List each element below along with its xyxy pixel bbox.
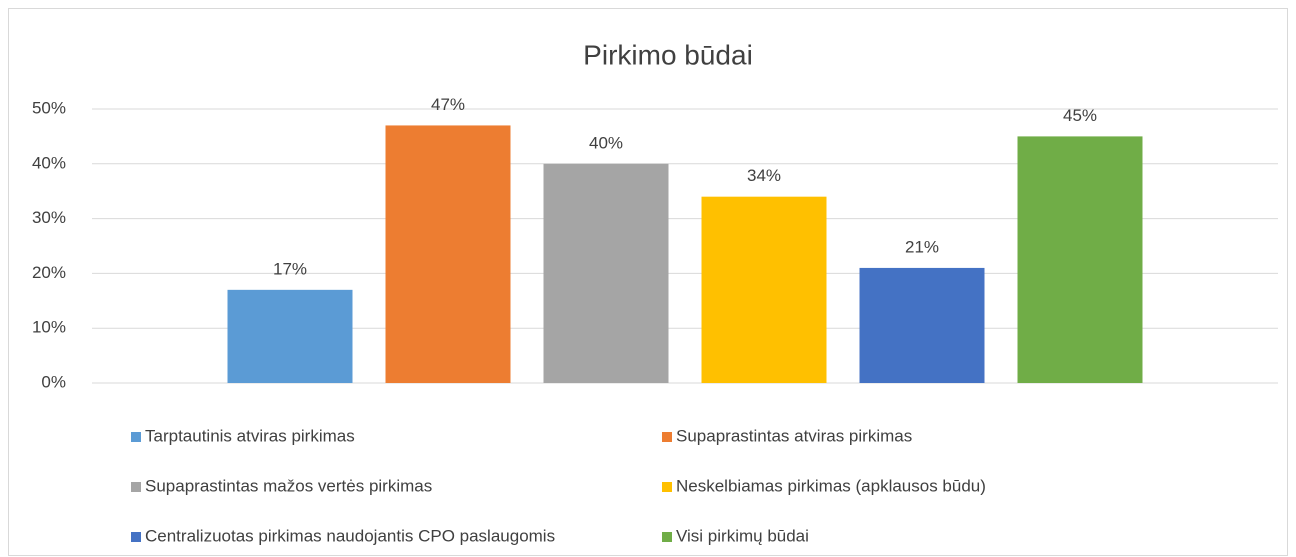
legend-swatch xyxy=(662,432,672,442)
legend-swatch xyxy=(662,532,672,542)
bar xyxy=(385,125,511,383)
legend-swatch xyxy=(131,432,141,442)
bar xyxy=(701,196,827,383)
legend-label: Visi pirkimų būdai xyxy=(676,526,809,545)
legend-swatch xyxy=(662,482,672,492)
legend-label: Neskelbiamas pirkimas (apklausos būdu) xyxy=(676,476,986,495)
y-tick-label: 30% xyxy=(32,208,66,227)
y-tick-label: 10% xyxy=(32,318,66,337)
legend-swatch xyxy=(131,532,141,542)
legend-label: Supaprastintas mažos vertės pirkimas xyxy=(145,476,432,495)
legend-label: Tarptautinis atviras pirkimas xyxy=(145,426,355,445)
data-label: 21% xyxy=(905,237,939,256)
y-tick-label: 50% xyxy=(32,98,66,117)
data-label: 40% xyxy=(589,133,623,152)
data-label: 17% xyxy=(273,259,307,278)
legend-label: Supaprastintas atviras pirkimas xyxy=(676,426,912,445)
bar xyxy=(227,289,353,383)
data-label: 47% xyxy=(431,95,465,114)
y-tick-label: 40% xyxy=(32,153,66,172)
y-tick-label: 0% xyxy=(41,372,66,391)
bar xyxy=(543,163,669,383)
bar xyxy=(1017,136,1143,383)
legend-label: Centralizuotas pirkimas naudojantis CPO … xyxy=(145,526,555,545)
y-tick-label: 20% xyxy=(32,263,66,282)
chart-title: Pirkimo būdai xyxy=(583,39,753,70)
legend-swatch xyxy=(131,482,141,492)
bar xyxy=(859,267,985,383)
data-label: 34% xyxy=(747,166,781,185)
data-label: 45% xyxy=(1063,106,1097,125)
